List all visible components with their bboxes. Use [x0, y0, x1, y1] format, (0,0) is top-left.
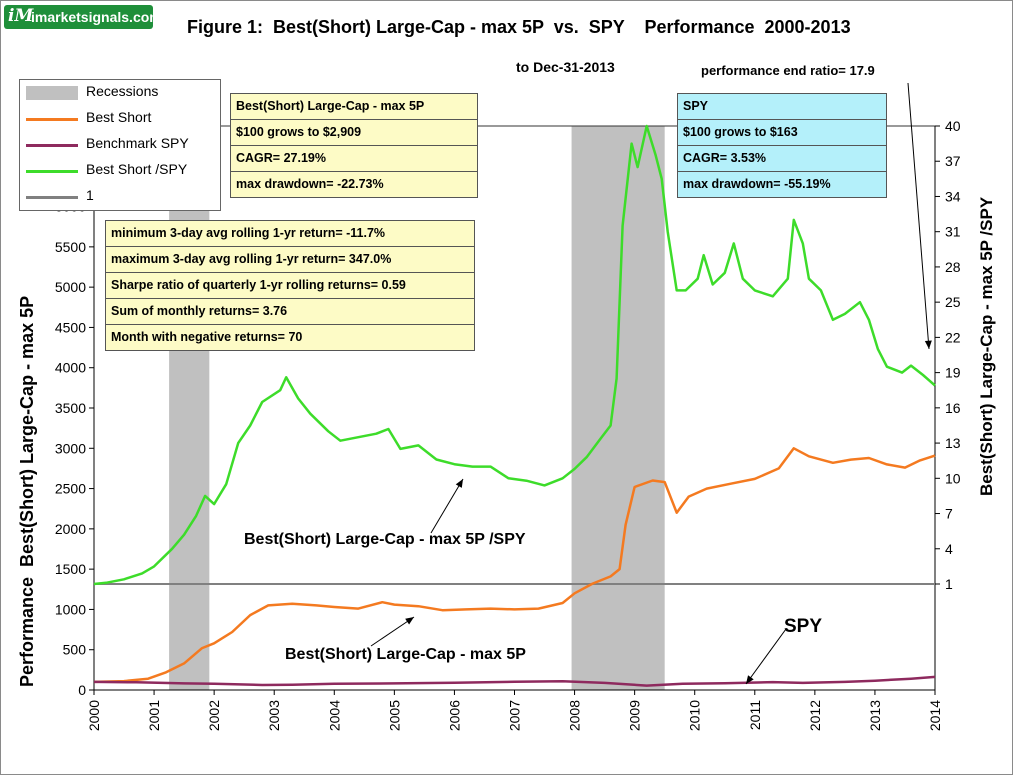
legend-label: Best Short /SPY [86, 161, 188, 177]
x-tick-label: 2010 [687, 700, 703, 731]
arrow-strategy [370, 616, 415, 647]
right-tick-label: 40 [945, 118, 961, 134]
arrow-end-ratio [907, 82, 930, 350]
annotation-spy: SPY [784, 616, 823, 637]
x-tick-label: 2014 [927, 700, 943, 731]
left-tick-label: 5500 [55, 239, 86, 255]
chart-subtitle: to Dec-31-2013 [516, 59, 615, 75]
left-tick-label: 2000 [55, 521, 86, 537]
right-tick-label: 34 [945, 188, 961, 204]
arrow-spy [745, 628, 787, 685]
legend-swatch [26, 86, 78, 100]
right-tick-label: 25 [945, 294, 961, 310]
series-line [93, 124, 936, 586]
x-tick-label: 2008 [567, 700, 583, 731]
strategy-box-drawdown: max drawdown= -22.73% [231, 171, 477, 197]
x-tick-label: 2000 [86, 700, 102, 731]
annotation-strategy: Best(Short) Large-Cap - max 5P [285, 646, 526, 663]
legend-label: Recessions [86, 83, 159, 99]
stats-min-rolling: minimum 3-day avg rolling 1-yr return= -… [111, 226, 386, 240]
recession-band [571, 126, 665, 690]
arrow-ratio [430, 478, 464, 534]
arrow-ratio-head [455, 479, 463, 488]
left-tick-label: 5000 [55, 279, 86, 295]
series-line [93, 447, 936, 684]
legend-swatch [26, 144, 78, 147]
spy-box-drawdown: max drawdown= -55.19% [678, 171, 886, 197]
right-tick-label: 28 [945, 259, 961, 275]
x-tick-label: 2003 [266, 700, 282, 731]
left-tick-label: 4000 [55, 360, 86, 376]
x-tick-label: 2007 [507, 700, 523, 731]
rolling-stats-box: minimum 3-day avg rolling 1-yr return= -… [105, 220, 475, 351]
right-tick-label: 1 [945, 576, 953, 592]
left-tick-label: 1500 [55, 561, 86, 577]
series-line [93, 675, 936, 687]
left-tick-label: 500 [63, 642, 87, 658]
x-tick-label: 2006 [446, 700, 462, 731]
stats-max-rolling: maximum 3-day avg rolling 1-yr return= 3… [106, 246, 474, 272]
strategy-stats-box: Best(Short) Large-Cap - max 5P $100 grow… [230, 93, 478, 198]
legend-swatch [26, 170, 78, 173]
x-tick-label: 2012 [807, 700, 823, 731]
stats-negative-months: Month with negative returns= 70 [106, 324, 474, 350]
legend-swatch [26, 118, 78, 121]
chart-title: Figure 1: Best(Short) Large-Cap - max 5P… [187, 17, 851, 37]
x-tick-label: 2002 [206, 700, 222, 731]
left-tick-label: 3500 [55, 400, 86, 416]
left-axis-label: Performance Best(Short) Large-Cap - max … [17, 295, 37, 687]
legend-label: Best Short [86, 109, 152, 125]
arrow-spy-head [746, 675, 754, 684]
strategy-box-title: Best(Short) Large-Cap - max 5P [236, 99, 425, 113]
left-tick-label: 2500 [55, 481, 86, 497]
spy-box-cagr: CAGR= 3.53% [678, 145, 886, 171]
left-tick-label: 1000 [55, 601, 86, 617]
stats-sharpe: Sharpe ratio of quarterly 1-yr rolling r… [106, 272, 474, 298]
legend-label: 1 [86, 187, 94, 203]
left-tick-label: 4500 [55, 319, 86, 335]
strategy-box-cagr: CAGR= 27.19% [231, 145, 477, 171]
right-tick-label: 10 [945, 470, 961, 486]
end-ratio-note: performance end ratio= 17.9 [701, 63, 875, 78]
stats-sum-monthly: Sum of monthly returns= 3.76 [106, 298, 474, 324]
x-tick-label: 2013 [867, 700, 883, 731]
spy-box-title: SPY [683, 99, 709, 113]
x-tick-label: 2005 [386, 700, 402, 731]
right-tick-label: 13 [945, 435, 961, 451]
right-tick-label: 37 [945, 153, 961, 169]
legend-label: Benchmark SPY [86, 135, 189, 151]
right-tick-label: 31 [945, 224, 961, 240]
right-tick-label: 16 [945, 400, 961, 416]
left-tick-label: 0 [78, 682, 86, 698]
right-tick-label: 19 [945, 365, 961, 381]
x-tick-label: 2004 [326, 700, 342, 731]
right-axis-label: Best(Short) Large-Cap - max 5P /SPY [977, 196, 996, 496]
x-tick-label: 2001 [146, 700, 162, 731]
strategy-box-growth: $100 grows to $2,909 [231, 119, 477, 145]
spy-box-growth: $100 grows to $163 [678, 119, 886, 145]
brand-name: imarketsignals.com [31, 9, 162, 25]
x-tick-label: 2011 [747, 700, 763, 730]
brand-logo[interactable]: iM imarketsignals.com [4, 5, 162, 29]
arrow-strategy-head [405, 617, 414, 625]
right-tick-label: 7 [945, 506, 953, 522]
left-tick-label: 3000 [55, 440, 86, 456]
brand-mark: iM [8, 6, 34, 26]
legend-swatch [26, 196, 78, 199]
spy-stats-box: SPY $100 grows to $163 CAGR= 3.53% max d… [677, 93, 887, 198]
right-tick-label: 22 [945, 329, 961, 345]
chart-legend: Recessions Best Short Benchmark SPY Best… [19, 79, 221, 211]
right-tick-label: 4 [945, 541, 953, 557]
arrow-end-ratio-head [924, 340, 932, 349]
x-tick-label: 2009 [627, 700, 643, 731]
annotation-ratio: Best(Short) Large-Cap - max 5P /SPY [244, 531, 526, 548]
